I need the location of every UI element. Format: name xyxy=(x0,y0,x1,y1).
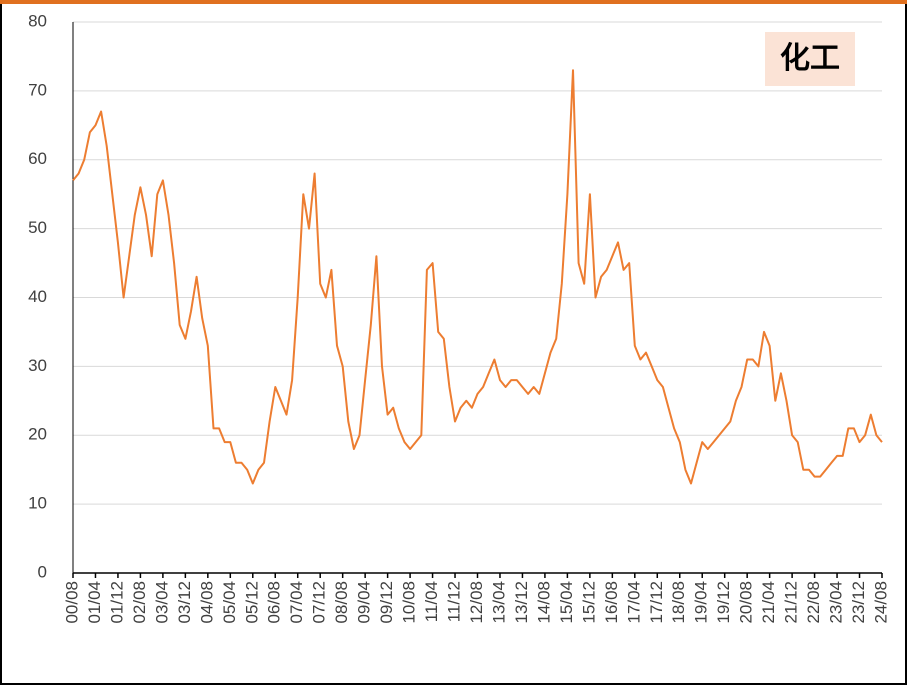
x-tick-label: 13/04 xyxy=(489,581,508,624)
x-tick-label: 21/12 xyxy=(782,581,801,624)
y-tick-label: 20 xyxy=(28,425,47,444)
x-tick-label: 05/04 xyxy=(220,581,239,624)
x-tick-label: 19/12 xyxy=(714,581,733,624)
x-tick-label: 21/04 xyxy=(759,581,778,624)
x-tick-label: 03/12 xyxy=(175,581,194,624)
top-bar xyxy=(0,0,907,4)
y-tick-label: 60 xyxy=(28,149,47,168)
y-tick-label: 10 xyxy=(28,494,47,513)
x-tick-label: 17/12 xyxy=(647,581,666,624)
y-tick-label: 0 xyxy=(38,562,47,581)
x-tick-label: 08/08 xyxy=(332,581,351,624)
x-tick-label: 17/04 xyxy=(624,581,643,624)
x-tick-label: 09/04 xyxy=(355,581,374,624)
x-tick-label: 12/08 xyxy=(467,581,486,624)
data-line xyxy=(72,69,883,485)
y-tick-label: 40 xyxy=(28,287,47,306)
x-tick-label: 16/08 xyxy=(602,581,621,624)
x-tick-label: 23/12 xyxy=(849,581,868,624)
x-tick-label: 14/08 xyxy=(534,581,553,624)
x-tick-label: 19/04 xyxy=(692,581,711,624)
x-tick-label: 23/04 xyxy=(827,581,846,624)
y-tick-label: 70 xyxy=(28,80,47,99)
x-tick-label: 24/08 xyxy=(871,581,890,624)
x-tick-label: 07/12 xyxy=(310,581,329,624)
x-tick-label: 07/04 xyxy=(287,581,306,624)
y-tick-label: 50 xyxy=(28,218,47,237)
x-tick-label: 15/04 xyxy=(557,581,576,624)
x-tick-label: 04/08 xyxy=(197,581,216,624)
x-tick-label: 05/12 xyxy=(242,581,261,624)
annotation-box xyxy=(765,32,855,86)
x-tick-label: 00/08 xyxy=(62,581,81,624)
x-tick-label: 18/08 xyxy=(669,581,688,624)
x-tick-label: 02/08 xyxy=(130,581,149,624)
x-tick-label: 15/12 xyxy=(579,581,598,624)
x-tick-label: 01/04 xyxy=(85,581,104,624)
x-tick-label: 01/12 xyxy=(107,581,126,624)
annotation: 化工 xyxy=(780,42,840,75)
x-tick-label: 11/12 xyxy=(445,581,464,622)
x-tick-label: 11/04 xyxy=(422,581,441,622)
x-tick-label: 09/12 xyxy=(377,581,396,624)
x-tick-label: 10/08 xyxy=(400,581,419,624)
y-tick-label: 30 xyxy=(28,356,47,375)
x-tick-label: 13/12 xyxy=(512,581,531,624)
x-tick-label: 20/08 xyxy=(737,581,756,624)
y-tick-label: 80 xyxy=(28,11,47,30)
x-tick-label: 22/08 xyxy=(804,581,823,624)
x-tick-label: 06/08 xyxy=(265,581,284,624)
x-tick-label: 03/04 xyxy=(152,581,171,624)
